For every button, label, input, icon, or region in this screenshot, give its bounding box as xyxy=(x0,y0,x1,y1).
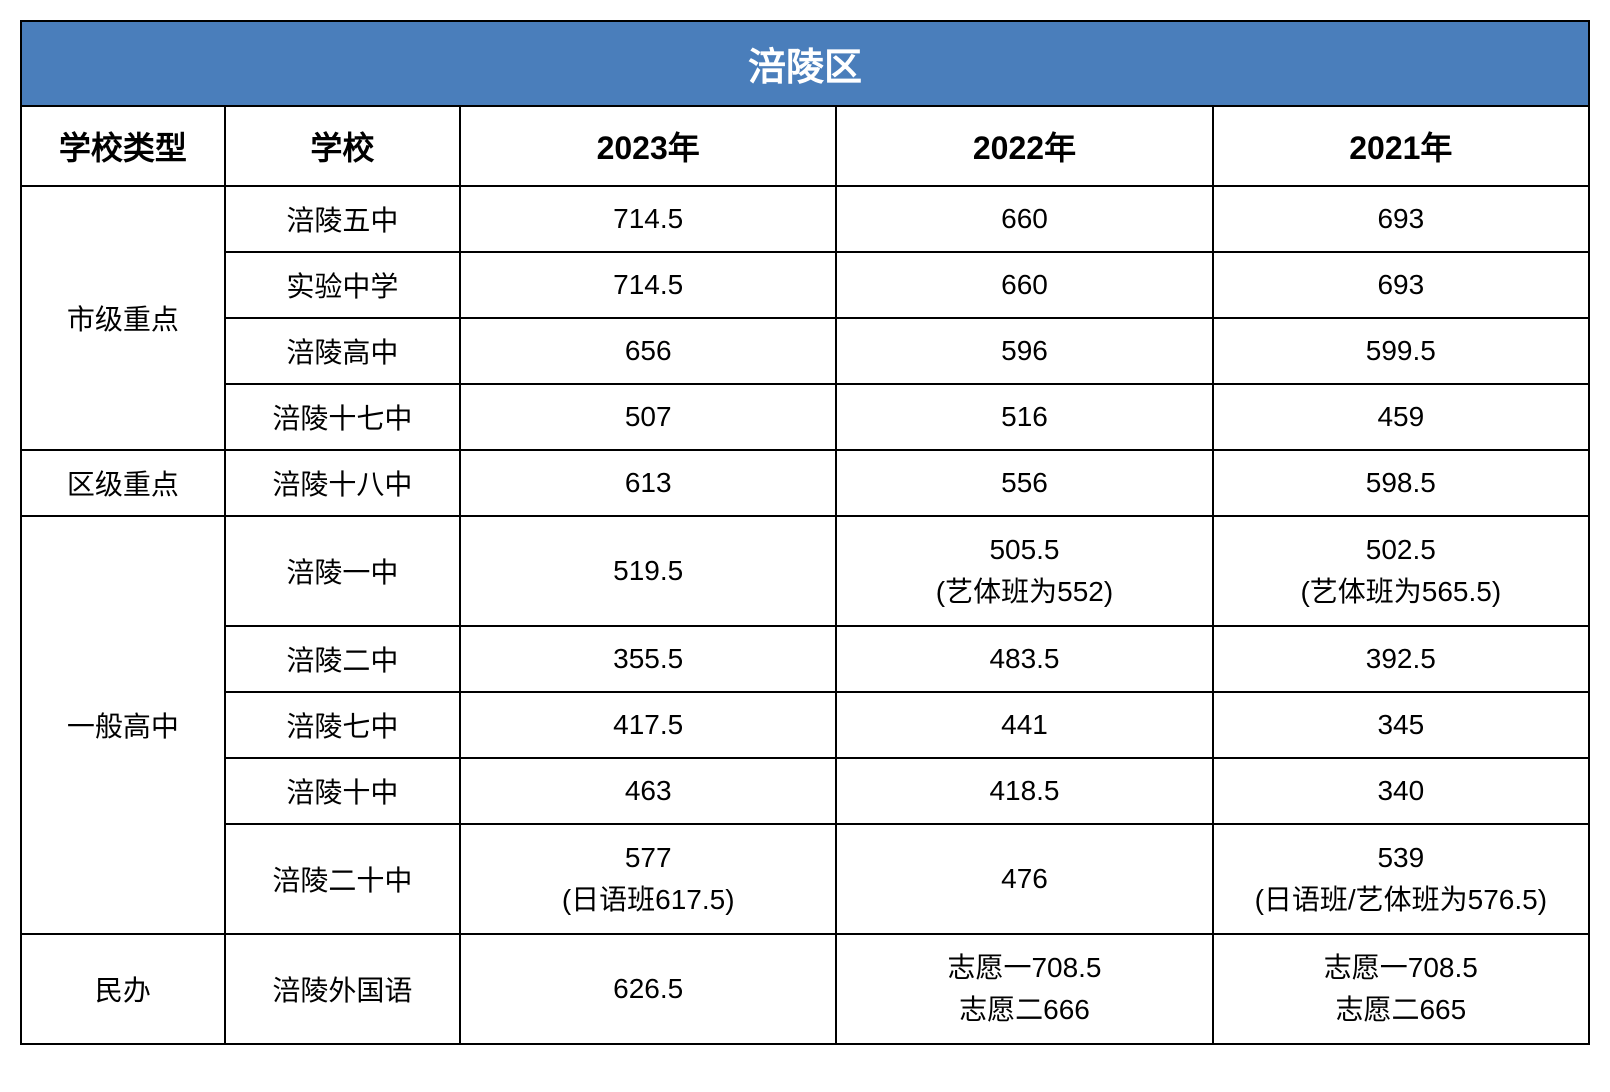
school-cell: 涪陵十七中 xyxy=(225,384,460,450)
score-cell: 660 xyxy=(836,186,1212,252)
score-cell: 340 xyxy=(1213,758,1589,824)
table-row: 涪陵高中 656 596 599.5 xyxy=(21,318,1589,384)
header-2021: 2021年 xyxy=(1213,106,1589,186)
table-row: 涪陵十七中 507 516 459 xyxy=(21,384,1589,450)
category-district-key: 区级重点 xyxy=(21,450,225,516)
score-main: 志愿一708.5 xyxy=(845,947,1203,989)
table-row: 实验中学 714.5 660 693 xyxy=(21,252,1589,318)
score-cell: 505.5 (艺体班为552) xyxy=(836,516,1212,626)
table-title: 涪陵区 xyxy=(21,21,1589,106)
score-cell: 714.5 xyxy=(460,186,836,252)
table-row: 民办 涪陵外国语 626.5 志愿一708.5 志愿二666 志愿一708.5 … xyxy=(21,934,1589,1044)
table-row: 涪陵七中 417.5 441 345 xyxy=(21,692,1589,758)
school-cell: 涪陵二中 xyxy=(225,626,460,692)
score-cell: 463 xyxy=(460,758,836,824)
score-table: 涪陵区 学校类型 学校 2023年 2022年 2021年 市级重点 涪陵五中 … xyxy=(20,20,1590,1045)
school-cell: 涪陵二十中 xyxy=(225,824,460,934)
score-sub: 志愿二665 xyxy=(1222,989,1580,1031)
score-sub: (日语班617.5) xyxy=(469,879,827,921)
score-cell: 345 xyxy=(1213,692,1589,758)
score-sub: (艺体班为565.5) xyxy=(1222,571,1580,613)
score-main: 505.5 xyxy=(845,529,1203,571)
table-row: 涪陵十中 463 418.5 340 xyxy=(21,758,1589,824)
school-cell: 涪陵外国语 xyxy=(225,934,460,1044)
category-city-key: 市级重点 xyxy=(21,186,225,450)
score-cell: 483.5 xyxy=(836,626,1212,692)
category-private: 民办 xyxy=(21,934,225,1044)
header-type: 学校类型 xyxy=(21,106,225,186)
table-row: 区级重点 涪陵十八中 613 556 598.5 xyxy=(21,450,1589,516)
score-cell: 598.5 xyxy=(1213,450,1589,516)
score-cell: 志愿一708.5 志愿二666 xyxy=(836,934,1212,1044)
school-cell: 涪陵十八中 xyxy=(225,450,460,516)
table-row: 涪陵二十中 577 (日语班617.5) 476 539 (日语班/艺体班为57… xyxy=(21,824,1589,934)
score-cell: 441 xyxy=(836,692,1212,758)
score-cell: 577 (日语班617.5) xyxy=(460,824,836,934)
score-main: 志愿一708.5 xyxy=(1222,947,1580,989)
school-cell: 涪陵十中 xyxy=(225,758,460,824)
header-school: 学校 xyxy=(225,106,460,186)
score-sub: (艺体班为552) xyxy=(845,571,1203,613)
score-main: 539 xyxy=(1222,837,1580,879)
score-sub: 志愿二666 xyxy=(845,989,1203,1031)
school-cell: 实验中学 xyxy=(225,252,460,318)
score-cell: 志愿一708.5 志愿二665 xyxy=(1213,934,1589,1044)
score-cell: 502.5 (艺体班为565.5) xyxy=(1213,516,1589,626)
score-cell: 656 xyxy=(460,318,836,384)
score-cell: 613 xyxy=(460,450,836,516)
table-row: 涪陵二中 355.5 483.5 392.5 xyxy=(21,626,1589,692)
score-cell: 556 xyxy=(836,450,1212,516)
score-main: 577 xyxy=(469,837,827,879)
score-cell: 599.5 xyxy=(1213,318,1589,384)
score-cell: 714.5 xyxy=(460,252,836,318)
score-cell: 693 xyxy=(1213,186,1589,252)
score-cell: 519.5 xyxy=(460,516,836,626)
score-cell: 417.5 xyxy=(460,692,836,758)
school-cell: 涪陵高中 xyxy=(225,318,460,384)
score-sub: (日语班/艺体班为576.5) xyxy=(1222,879,1580,921)
school-cell: 涪陵一中 xyxy=(225,516,460,626)
score-cell: 418.5 xyxy=(836,758,1212,824)
header-2022: 2022年 xyxy=(836,106,1212,186)
score-cell: 596 xyxy=(836,318,1212,384)
score-cell: 476 xyxy=(836,824,1212,934)
title-row: 涪陵区 xyxy=(21,21,1589,106)
table-row: 一般高中 涪陵一中 519.5 505.5 (艺体班为552) 502.5 (艺… xyxy=(21,516,1589,626)
score-cell: 392.5 xyxy=(1213,626,1589,692)
header-row: 学校类型 学校 2023年 2022年 2021年 xyxy=(21,106,1589,186)
school-cell: 涪陵五中 xyxy=(225,186,460,252)
header-2023: 2023年 xyxy=(460,106,836,186)
score-cell: 660 xyxy=(836,252,1212,318)
score-cell: 516 xyxy=(836,384,1212,450)
score-cell: 539 (日语班/艺体班为576.5) xyxy=(1213,824,1589,934)
score-main: 502.5 xyxy=(1222,529,1580,571)
school-cell: 涪陵七中 xyxy=(225,692,460,758)
score-cell: 693 xyxy=(1213,252,1589,318)
score-cell: 507 xyxy=(460,384,836,450)
score-cell: 626.5 xyxy=(460,934,836,1044)
score-cell: 355.5 xyxy=(460,626,836,692)
category-general: 一般高中 xyxy=(21,516,225,934)
table-row: 市级重点 涪陵五中 714.5 660 693 xyxy=(21,186,1589,252)
score-cell: 459 xyxy=(1213,384,1589,450)
